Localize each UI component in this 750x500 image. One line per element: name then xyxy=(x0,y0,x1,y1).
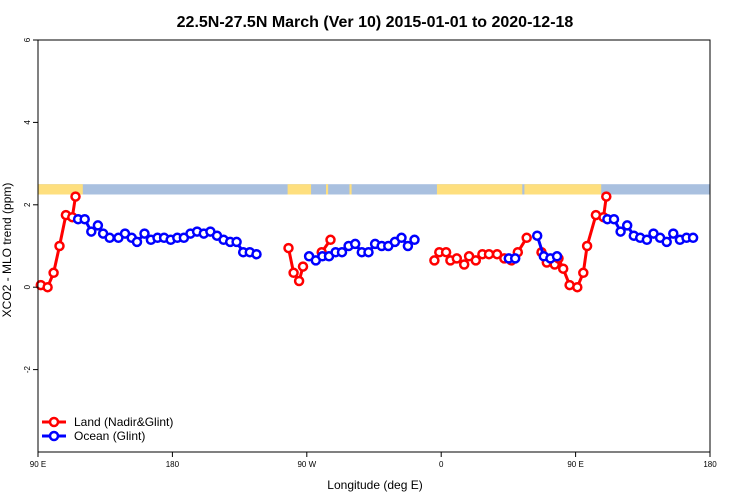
chart-title: 22.5N-27.5N March (Ver 10) 2015-01-01 to… xyxy=(177,14,574,31)
x-axis-label: Longitude (deg E) xyxy=(327,478,422,492)
data-point xyxy=(231,236,242,248)
data-point xyxy=(104,232,115,244)
data-point xyxy=(440,246,452,258)
land-ocean-strip xyxy=(38,184,710,195)
data-point xyxy=(668,228,679,239)
data-point xyxy=(687,232,699,244)
data-point xyxy=(601,191,612,202)
data-point xyxy=(48,267,59,279)
data-point xyxy=(429,255,440,266)
legend-marker xyxy=(48,416,60,428)
data-point xyxy=(86,226,97,237)
plot-frame xyxy=(37,39,711,453)
data-point xyxy=(661,236,672,248)
data-point xyxy=(608,213,620,225)
legend: Land (Nadir&Glint)Ocean (Glint) xyxy=(42,415,173,443)
data-point xyxy=(451,253,463,264)
y-tick-label: -2 xyxy=(23,365,32,373)
data-point xyxy=(641,234,653,246)
land-band xyxy=(326,184,329,195)
data-point xyxy=(509,253,521,264)
data-point xyxy=(409,234,420,246)
land-band xyxy=(436,184,523,195)
legend-marker xyxy=(48,430,60,442)
x-tick-label: 180 xyxy=(166,460,180,469)
data-point xyxy=(293,275,305,287)
data-point xyxy=(615,226,626,237)
y-tick-label: 0 xyxy=(23,284,32,289)
legend-label: Land (Nadir&Glint) xyxy=(74,415,173,429)
series-layer xyxy=(35,191,699,293)
data-point xyxy=(297,261,309,272)
data-point xyxy=(572,281,583,293)
x-tick-label: 0 xyxy=(439,460,444,469)
data-point xyxy=(396,232,407,244)
data-point xyxy=(131,236,143,248)
land-band xyxy=(38,184,83,195)
x-tick-label: 180 xyxy=(703,460,717,469)
data-point xyxy=(557,263,569,274)
ocean-band xyxy=(38,184,710,195)
land-band xyxy=(287,184,312,195)
data-point xyxy=(483,248,495,260)
data-point xyxy=(325,234,336,246)
x-tick-label: 90 W xyxy=(297,460,316,469)
data-point xyxy=(470,255,482,266)
data-point xyxy=(551,251,563,262)
data-point xyxy=(581,240,593,252)
data-point xyxy=(283,242,294,254)
data-point xyxy=(139,228,150,239)
series-1 xyxy=(72,213,699,266)
data-point xyxy=(251,248,262,260)
data-point xyxy=(578,267,589,279)
data-point xyxy=(458,259,470,270)
data-point xyxy=(79,213,90,225)
y-axis: -2 0 2 4 6 xyxy=(23,37,38,373)
series-0 xyxy=(35,191,612,293)
y-axis-label: XCO2 - MLO trend (ppm) xyxy=(0,183,14,318)
x-tick-label: 90 E xyxy=(30,460,46,469)
legend-label: Ocean (Glint) xyxy=(74,429,145,443)
data-point xyxy=(70,191,81,202)
x-tick-label: 90 E xyxy=(567,460,583,469)
y-tick-label: 2 xyxy=(23,202,32,207)
land-band xyxy=(349,184,352,195)
data-point xyxy=(349,238,361,250)
data-point xyxy=(288,267,299,279)
data-point xyxy=(521,232,532,244)
data-point xyxy=(531,230,543,241)
land-band xyxy=(524,184,602,195)
x-axis: 90 E 180 90 W 0 90 E 180 xyxy=(30,452,717,469)
data-point xyxy=(54,240,65,252)
y-tick-label: 4 xyxy=(23,120,32,125)
data-point xyxy=(491,248,503,260)
data-point xyxy=(402,240,414,252)
data-point xyxy=(92,220,104,231)
y-tick-label: 6 xyxy=(23,37,32,42)
data-point xyxy=(42,281,53,293)
data-point xyxy=(621,220,633,231)
data-point xyxy=(336,246,348,258)
data-point xyxy=(363,246,374,258)
